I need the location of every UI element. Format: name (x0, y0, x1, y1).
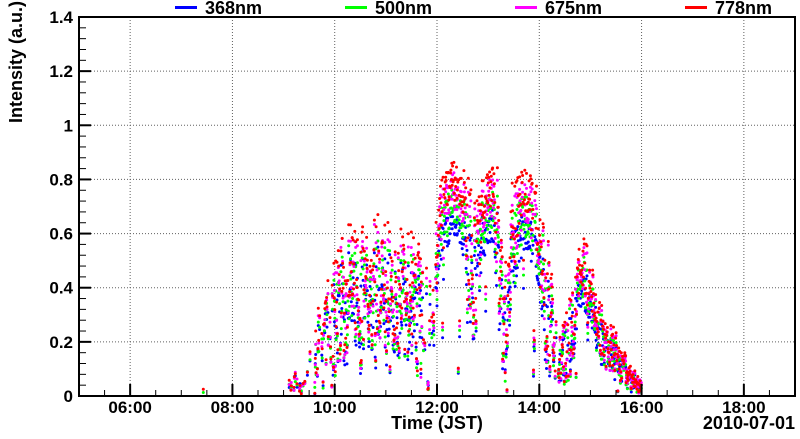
legend-label-368nm: 368nm (205, 0, 262, 18)
y-tick-label: 1.4 (49, 8, 73, 27)
legend-entry-778nm: 778nm (685, 0, 772, 18)
legend-label-778nm: 778nm (715, 0, 772, 18)
x-tick-label: 08:00 (211, 398, 254, 417)
y-tick-label: 1.2 (49, 62, 73, 81)
y-tick-label: 0.6 (49, 225, 73, 244)
x-tick-label: 18:00 (722, 398, 765, 417)
date-label: 2010-07-01 (703, 413, 795, 433)
y-tick-label: 0.4 (49, 279, 73, 298)
axis-tick-labels: 06:00 08:00 10:00 12:00 14:00 16:00 18:00 0 0.2 0… (49, 8, 765, 417)
legend-label-500nm: 500nm (375, 0, 432, 18)
y-tick-label: 0.8 (49, 170, 73, 189)
x-axis-title: Time (JST) (391, 413, 483, 433)
x-tick-label: 14:00 (518, 398, 561, 417)
y-tick-label: 0 (64, 387, 73, 406)
legend-entry-500nm: 500nm (345, 0, 432, 18)
x-tick-label: 12:00 (415, 398, 458, 417)
legend-entry-675nm: 675nm (515, 0, 602, 18)
x-tick-label: 16:00 (620, 398, 663, 417)
legend-label-675nm: 675nm (545, 0, 602, 18)
y-tick-label: 0.2 (49, 333, 73, 352)
gridlines (79, 17, 795, 396)
series-500nm-points (201, 188, 643, 394)
y-tick-label: 1 (64, 116, 73, 135)
x-tick-label: 06:00 (108, 398, 151, 417)
series-368nm-points (287, 207, 643, 396)
x-tick-label: 10:00 (313, 398, 356, 417)
data-points (201, 160, 643, 396)
series-778nm-points (201, 160, 643, 396)
legend-entry-368nm: 368nm (175, 0, 262, 18)
y-axis-title: Intensity (a.u.) (6, 1, 26, 123)
axis-ticks (79, 16, 770, 397)
legend: 368nm 500nm 675nm 778nm (175, 0, 772, 18)
